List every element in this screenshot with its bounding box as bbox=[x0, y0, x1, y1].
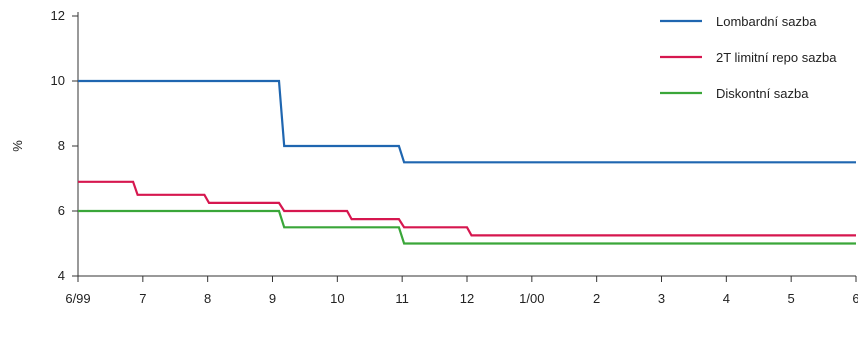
series-line-1 bbox=[78, 79, 856, 164]
y-tick-label: 6 bbox=[58, 203, 65, 218]
y-tick-label: 12 bbox=[51, 8, 65, 23]
legend-label: 2T limitní repo sazba bbox=[716, 50, 837, 65]
legend-label: Lombardní sazba bbox=[716, 14, 817, 29]
x-tick-label: 4 bbox=[723, 291, 730, 306]
x-tick-label: 7 bbox=[139, 291, 146, 306]
y-tick-label: 8 bbox=[58, 138, 65, 153]
x-tick-label: 5 bbox=[788, 291, 795, 306]
legend-label: Diskontní sazba bbox=[716, 86, 809, 101]
y-tick-label: 4 bbox=[58, 268, 65, 283]
series-line-2 bbox=[78, 180, 856, 237]
x-tick-label: 1/00 bbox=[519, 291, 544, 306]
x-ticks: 6/99 7 8 9 10 11 12 1/00 2 3 4 5 6 bbox=[65, 276, 858, 306]
legend: Lombardní sazba 2T limitní repo sazba Disk… bbox=[660, 14, 837, 101]
series-line-3 bbox=[78, 209, 856, 245]
x-tick-label: 11 bbox=[395, 291, 409, 306]
x-tick-label: 8 bbox=[204, 291, 211, 306]
x-tick-label: 9 bbox=[269, 291, 276, 306]
x-tick-label: 10 bbox=[330, 291, 344, 306]
x-tick-label: 12 bbox=[460, 291, 474, 306]
y-tick-label: 10 bbox=[51, 73, 65, 88]
x-tick-label: 6 bbox=[852, 291, 858, 306]
y-axis-title: % bbox=[10, 140, 25, 152]
x-tick-label: 6/99 bbox=[65, 291, 90, 306]
x-tick-label: 2 bbox=[593, 291, 600, 306]
x-tick-label: 3 bbox=[658, 291, 665, 306]
series-lines bbox=[78, 79, 856, 245]
y-ticks: 4 6 8 10 12 bbox=[51, 8, 78, 283]
